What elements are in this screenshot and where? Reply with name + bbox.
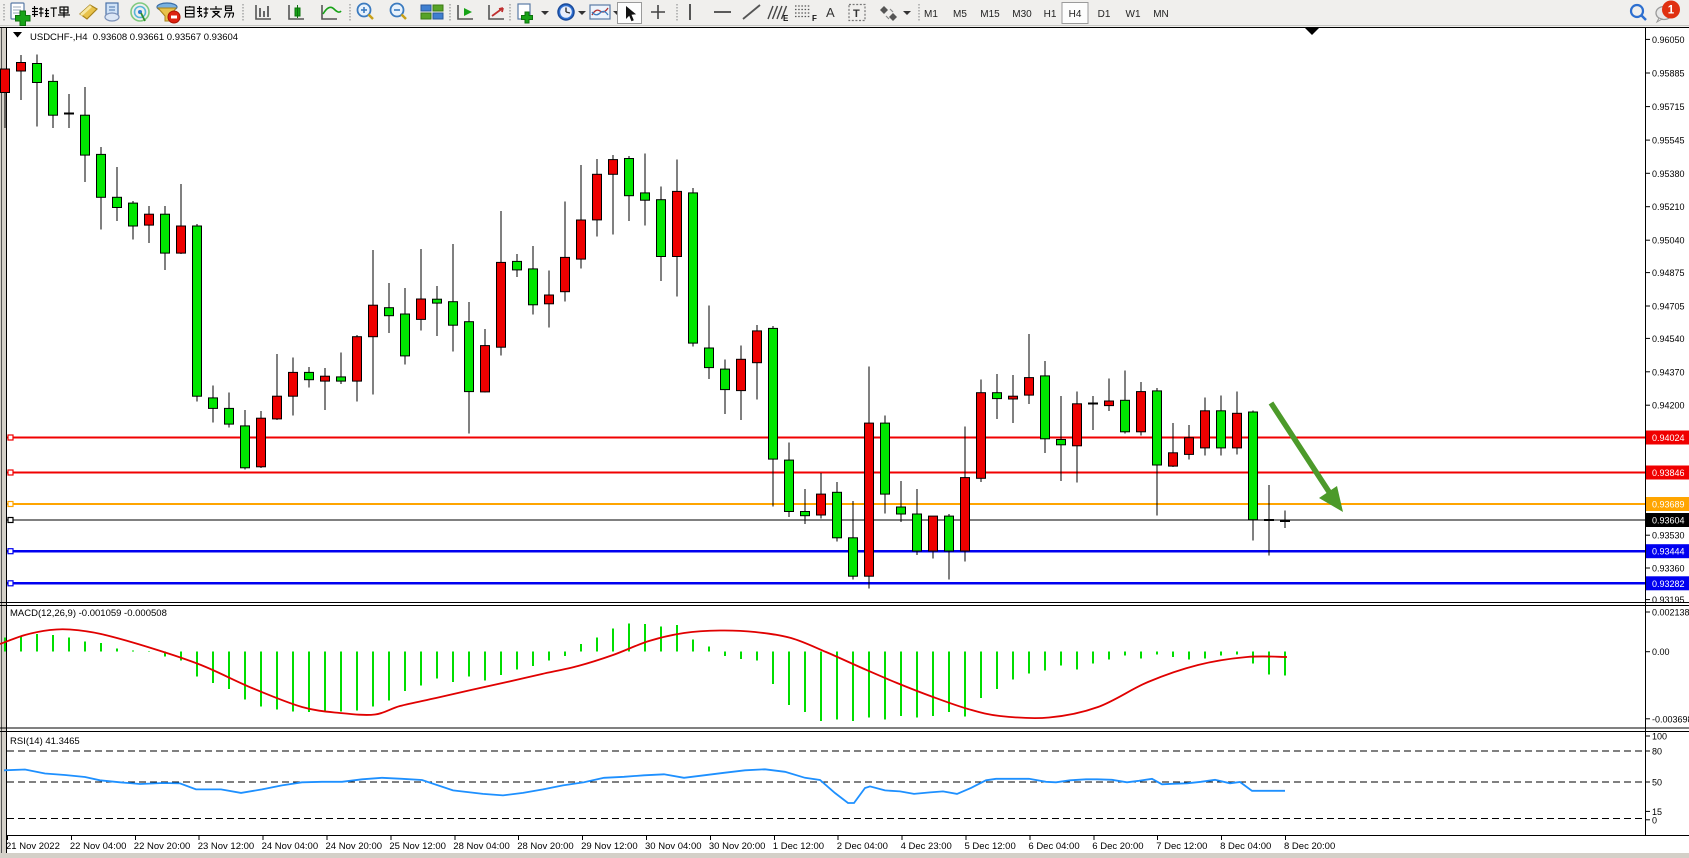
svg-text:D1: D1 <box>1098 9 1111 20</box>
svg-text:4 Dec 23:00: 4 Dec 23:00 <box>901 841 952 852</box>
svg-text:0.93444: 0.93444 <box>1652 547 1685 557</box>
svg-text:0.95545: 0.95545 <box>1652 136 1685 146</box>
svg-text:MACD(12,26,9) -0.001059 -0.000: MACD(12,26,9) -0.001059 -0.000508 <box>10 608 167 619</box>
svg-text:-0.003698: -0.003698 <box>1652 714 1689 724</box>
svg-text:6 Dec 04:00: 6 Dec 04:00 <box>1028 841 1079 852</box>
svg-text:25 Nov 12:00: 25 Nov 12:00 <box>389 841 446 852</box>
svg-text:100: 100 <box>1652 732 1667 742</box>
svg-text:0.94540: 0.94540 <box>1652 334 1685 344</box>
svg-text:28 Nov 20:00: 28 Nov 20:00 <box>517 841 574 852</box>
svg-text:RSI(14) 41.3465: RSI(14) 41.3465 <box>10 736 80 747</box>
svg-text:24 Nov 04:00: 24 Nov 04:00 <box>262 841 319 852</box>
svg-text:8 Dec 04:00: 8 Dec 04:00 <box>1220 841 1271 852</box>
svg-text:7 Dec 12:00: 7 Dec 12:00 <box>1156 841 1207 852</box>
svg-text:29 Nov 12:00: 29 Nov 12:00 <box>581 841 638 852</box>
svg-text:M1: M1 <box>924 9 938 20</box>
svg-text:1 Dec 12:00: 1 Dec 12:00 <box>773 841 824 852</box>
svg-text:M15: M15 <box>980 9 1000 20</box>
svg-text:0.00: 0.00 <box>1652 647 1670 657</box>
svg-text:W1: W1 <box>1126 9 1141 20</box>
svg-text:H1: H1 <box>1044 9 1057 20</box>
svg-text:0.95715: 0.95715 <box>1652 102 1685 112</box>
svg-text:MN: MN <box>1153 9 1169 20</box>
svg-text:0.93282: 0.93282 <box>1652 579 1685 589</box>
svg-text:24 Nov 20:00: 24 Nov 20:00 <box>326 841 383 852</box>
svg-text:30 Nov 20:00: 30 Nov 20:00 <box>709 841 766 852</box>
svg-text:23 Nov 12:00: 23 Nov 12:00 <box>198 841 255 852</box>
svg-text:F: F <box>812 14 817 23</box>
svg-text:0.93195: 0.93195 <box>1652 595 1685 605</box>
svg-text:0.95885: 0.95885 <box>1652 69 1685 79</box>
svg-text:M5: M5 <box>953 9 967 20</box>
svg-text:5 Dec 12:00: 5 Dec 12:00 <box>965 841 1016 852</box>
svg-text:0.93604: 0.93604 <box>1652 516 1685 526</box>
svg-text:0.94875: 0.94875 <box>1652 268 1685 278</box>
svg-text:0.94705: 0.94705 <box>1652 302 1685 312</box>
svg-text:A: A <box>826 5 835 20</box>
svg-text:0.93846: 0.93846 <box>1652 468 1685 478</box>
svg-text:80: 80 <box>1652 747 1662 757</box>
svg-text:USDCHF-,H4 0.93608 0.93661 0.: USDCHF-,H4 0.93608 0.93661 0.93567 0.936… <box>30 32 238 43</box>
svg-text:0: 0 <box>1652 815 1657 825</box>
svg-text:6 Dec 20:00: 6 Dec 20:00 <box>1092 841 1143 852</box>
svg-text:2 Dec 04:00: 2 Dec 04:00 <box>837 841 888 852</box>
svg-text:0.93360: 0.93360 <box>1652 564 1685 574</box>
svg-text:M30: M30 <box>1012 9 1032 20</box>
svg-text:1: 1 <box>1668 5 1675 17</box>
svg-text:21 Nov 2022: 21 Nov 2022 <box>6 841 60 852</box>
svg-text:H4: H4 <box>1069 9 1082 20</box>
svg-text:0.95210: 0.95210 <box>1652 202 1685 212</box>
svg-text:0.95380: 0.95380 <box>1652 169 1685 179</box>
svg-text:50: 50 <box>1652 778 1662 788</box>
svg-text:0.94024: 0.94024 <box>1652 433 1685 443</box>
svg-text:0.93689: 0.93689 <box>1652 500 1685 510</box>
svg-text:E: E <box>783 14 789 23</box>
svg-text:0.93530: 0.93530 <box>1652 531 1685 541</box>
svg-text:0.94200: 0.94200 <box>1652 401 1685 411</box>
svg-text:0.95040: 0.95040 <box>1652 236 1685 246</box>
svg-text:30 Nov 04:00: 30 Nov 04:00 <box>645 841 702 852</box>
svg-text:22 Nov 04:00: 22 Nov 04:00 <box>70 841 127 852</box>
svg-text:28 Nov 04:00: 28 Nov 04:00 <box>453 841 510 852</box>
svg-text:0.96050: 0.96050 <box>1652 35 1685 45</box>
svg-text:15: 15 <box>1652 807 1662 817</box>
svg-text:0.002138: 0.002138 <box>1652 608 1689 618</box>
svg-text:T: T <box>853 8 860 20</box>
svg-text:0.94370: 0.94370 <box>1652 367 1685 377</box>
svg-text:22 Nov 20:00: 22 Nov 20:00 <box>134 841 191 852</box>
svg-text:8 Dec 20:00: 8 Dec 20:00 <box>1284 841 1335 852</box>
